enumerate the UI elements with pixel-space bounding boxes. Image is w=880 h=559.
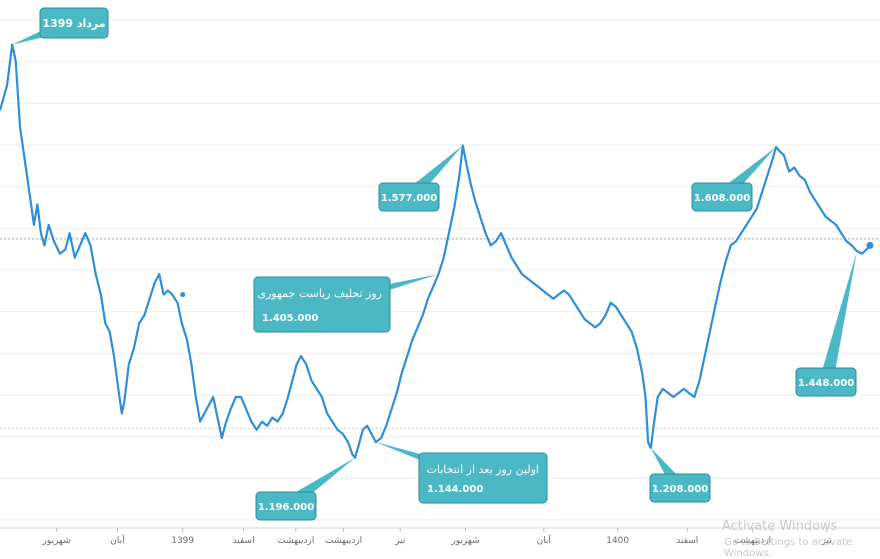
series-line: [0, 43, 871, 459]
callout-pointer: [819, 251, 857, 384]
tick-label: شهریور: [41, 536, 70, 546]
tick-label: آبان: [110, 534, 125, 546]
callout-value: 1.577.000: [381, 193, 437, 204]
callouts: مرداد 1399 1.577.000 1.608.000 روز تحلیف ری…: [12, 7, 857, 521]
callout: 1.208.000: [649, 447, 711, 503]
tick-label: اردیبهشت: [325, 536, 362, 546]
callout-box: [255, 491, 317, 521]
callout-box: [39, 7, 109, 39]
watermark-title: Activate Windows: [722, 519, 838, 534]
tick-label: تیر: [394, 536, 406, 546]
callout-value: مرداد 1399: [42, 17, 105, 30]
callout-value: 1.144.000: [427, 484, 483, 495]
watermark-subtitle: Go to Settings to activate Windows.: [724, 537, 853, 559]
callout-value: 1.405.000: [262, 313, 318, 324]
tick-label: اسفند: [233, 536, 255, 546]
callout: مرداد 1399: [12, 7, 109, 45]
tick-label: 1400: [606, 536, 629, 546]
callout-value: 1.608.000: [694, 193, 750, 204]
tick-label: اسفند: [676, 536, 698, 546]
tick-label: اردیبهشت: [734, 536, 771, 546]
point-marker: [180, 292, 186, 298]
callout-value: 1.448.000: [798, 378, 854, 389]
callout: اولین روز بعد از انتخابات 1.144.000: [375, 442, 548, 504]
callout-value: 1.208.000: [652, 484, 708, 495]
tick-label: شهریور: [450, 536, 479, 546]
callout-box: [691, 182, 753, 212]
last-point-marker: [866, 241, 874, 249]
callout: 1.577.000: [378, 145, 463, 212]
tick-label: اردیبهشت: [277, 536, 314, 546]
tick-label: آبان: [537, 534, 552, 546]
tick-label: 1399: [171, 536, 194, 546]
callout-label: اولین روز بعد از انتخابات: [426, 463, 539, 476]
callout: روز تحلیف ریاست جمهوری 1.405.000: [253, 274, 439, 333]
callout-box: [649, 473, 711, 503]
tick-label: تیر: [820, 536, 832, 546]
callout-value: 1.196.000: [258, 502, 314, 513]
callout-box: [795, 367, 857, 397]
grid-lines: [0, 19, 880, 521]
callout: 1.196.000: [255, 457, 355, 521]
callout-label: روز تحلیف ریاست جمهوری: [257, 287, 382, 300]
x-axis-ticks: شهریور آبان 1399 اسفند اردیبهشت اردیبهشت تیر شه…: [41, 528, 832, 546]
callout: 1.608.000: [691, 147, 777, 212]
callout-box: [378, 182, 440, 212]
callout-box: [418, 452, 548, 504]
callout: 1.448.000: [795, 251, 857, 397]
callout-box: [253, 276, 391, 333]
